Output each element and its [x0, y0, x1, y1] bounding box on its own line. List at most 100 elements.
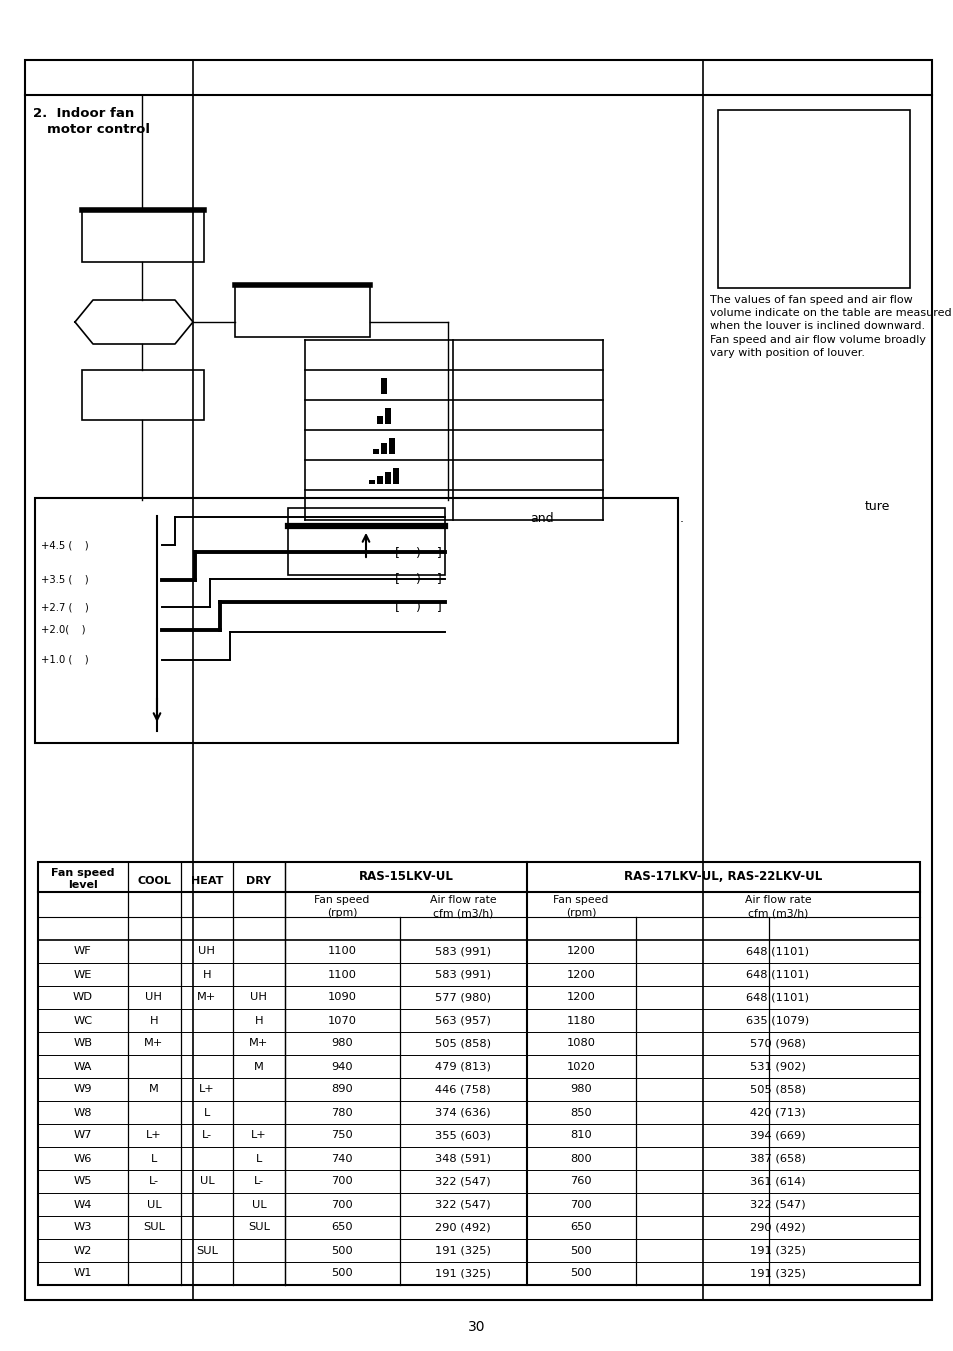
Text: 980: 980 — [570, 1085, 591, 1094]
Text: 1200: 1200 — [566, 993, 595, 1002]
Text: 500: 500 — [331, 1246, 353, 1255]
Text: 500: 500 — [570, 1246, 591, 1255]
Bar — [385, 471, 391, 484]
Bar — [718, 109, 909, 288]
Text: cfm (m3/h): cfm (m3/h) — [433, 908, 493, 917]
Bar — [380, 443, 387, 454]
Text: W7: W7 — [73, 1131, 92, 1140]
Text: HEAT: HEAT — [191, 875, 223, 886]
Bar — [373, 449, 378, 454]
Text: +4.5 (    ): +4.5 ( ) — [41, 540, 89, 550]
Text: UL: UL — [199, 1177, 214, 1186]
Text: motor control: motor control — [47, 123, 150, 136]
Text: W4: W4 — [73, 1200, 92, 1209]
Text: 505 (858): 505 (858) — [435, 1039, 491, 1048]
Text: M+: M+ — [249, 1039, 269, 1048]
Bar — [380, 378, 387, 394]
Text: M+: M+ — [144, 1039, 164, 1048]
Text: DRY: DRY — [246, 875, 272, 886]
Bar — [385, 408, 391, 424]
Text: H: H — [254, 1016, 263, 1025]
Text: UH: UH — [251, 993, 267, 1002]
Text: 700: 700 — [570, 1200, 591, 1209]
Text: L: L — [151, 1154, 157, 1163]
Bar — [82, 370, 204, 420]
Text: 980: 980 — [331, 1039, 353, 1048]
Text: WC: WC — [73, 1016, 92, 1025]
Text: L: L — [255, 1154, 262, 1163]
Text: Fan speed: Fan speed — [51, 867, 114, 878]
Text: 650: 650 — [570, 1223, 591, 1232]
Text: 1200: 1200 — [566, 970, 595, 979]
Text: L: L — [204, 1108, 210, 1117]
Text: 650: 650 — [331, 1223, 353, 1232]
Text: +3.5 (    ): +3.5 ( ) — [41, 576, 89, 585]
Bar — [396, 499, 402, 513]
Text: 355 (603): 355 (603) — [435, 1131, 491, 1140]
Text: 322 (547): 322 (547) — [435, 1177, 490, 1186]
Text: (rpm): (rpm) — [565, 908, 596, 917]
Text: L+: L+ — [146, 1131, 162, 1140]
Text: M: M — [149, 1085, 159, 1094]
Text: 191 (325): 191 (325) — [749, 1269, 805, 1278]
Text: W8: W8 — [73, 1108, 92, 1117]
Text: WB: WB — [73, 1039, 92, 1048]
Text: SUL: SUL — [248, 1223, 270, 1232]
Text: 322 (547): 322 (547) — [749, 1200, 805, 1209]
Text: L+: L+ — [199, 1085, 214, 1094]
Text: 191 (325): 191 (325) — [435, 1269, 491, 1278]
Text: 322 (547): 322 (547) — [435, 1200, 490, 1209]
Text: 479 (813): 479 (813) — [435, 1062, 491, 1071]
Text: WA: WA — [73, 1062, 92, 1071]
Text: L-: L- — [202, 1131, 212, 1140]
Text: and: and — [530, 512, 553, 526]
Text: RAS-15LKV-UL: RAS-15LKV-UL — [358, 870, 453, 884]
Text: 1020: 1020 — [566, 1062, 595, 1071]
Text: 30: 30 — [468, 1320, 485, 1333]
Bar — [234, 285, 370, 336]
Text: 890: 890 — [331, 1085, 353, 1094]
Text: 290 (492): 290 (492) — [435, 1223, 490, 1232]
Text: 191 (325): 191 (325) — [435, 1246, 491, 1255]
Text: 191 (325): 191 (325) — [749, 1246, 805, 1255]
Text: 1200: 1200 — [566, 947, 595, 957]
Text: 1090: 1090 — [327, 993, 356, 1002]
Text: 2.  Indoor fan: 2. Indoor fan — [33, 107, 134, 120]
Text: ture: ture — [863, 500, 889, 513]
Bar — [35, 499, 678, 743]
Text: 583 (991): 583 (991) — [435, 947, 491, 957]
Text: 760: 760 — [570, 1177, 591, 1186]
Text: 700: 700 — [331, 1200, 353, 1209]
Bar — [376, 476, 382, 484]
Text: 420 (713): 420 (713) — [749, 1108, 805, 1117]
Text: 648 (1101): 648 (1101) — [745, 947, 809, 957]
Text: 750: 750 — [331, 1131, 353, 1140]
Text: 290 (492): 290 (492) — [749, 1223, 805, 1232]
Text: W9: W9 — [73, 1085, 92, 1094]
Text: W6: W6 — [73, 1154, 92, 1163]
Text: 583 (991): 583 (991) — [435, 970, 491, 979]
Text: 446 (758): 446 (758) — [435, 1085, 490, 1094]
Text: 850: 850 — [570, 1108, 591, 1117]
Text: 348 (591): 348 (591) — [435, 1154, 491, 1163]
Text: Air flow rate: Air flow rate — [744, 894, 810, 905]
Text: W2: W2 — [73, 1246, 92, 1255]
Bar — [288, 508, 444, 576]
Text: 1100: 1100 — [327, 970, 356, 979]
Text: Fan speed: Fan speed — [553, 894, 608, 905]
Text: RAS-17LKV-UL, RAS-22LKV-UL: RAS-17LKV-UL, RAS-22LKV-UL — [623, 870, 821, 884]
Text: [    )    ]: [ ) ] — [395, 547, 441, 559]
Bar — [389, 438, 395, 454]
Text: 531 (902): 531 (902) — [749, 1062, 805, 1071]
Text: 374 (636): 374 (636) — [435, 1108, 490, 1117]
Text: 700: 700 — [331, 1177, 353, 1186]
Text: W1: W1 — [73, 1269, 92, 1278]
Text: 1070: 1070 — [327, 1016, 356, 1025]
Text: [    )    ]: [ ) ] — [395, 574, 441, 586]
Bar — [389, 501, 395, 513]
Text: UL: UL — [147, 1200, 161, 1209]
Text: 570 (968): 570 (968) — [749, 1039, 805, 1048]
Text: UH: UH — [146, 993, 162, 1002]
Text: 563 (957): 563 (957) — [435, 1016, 491, 1025]
Text: 635 (1079): 635 (1079) — [745, 1016, 809, 1025]
